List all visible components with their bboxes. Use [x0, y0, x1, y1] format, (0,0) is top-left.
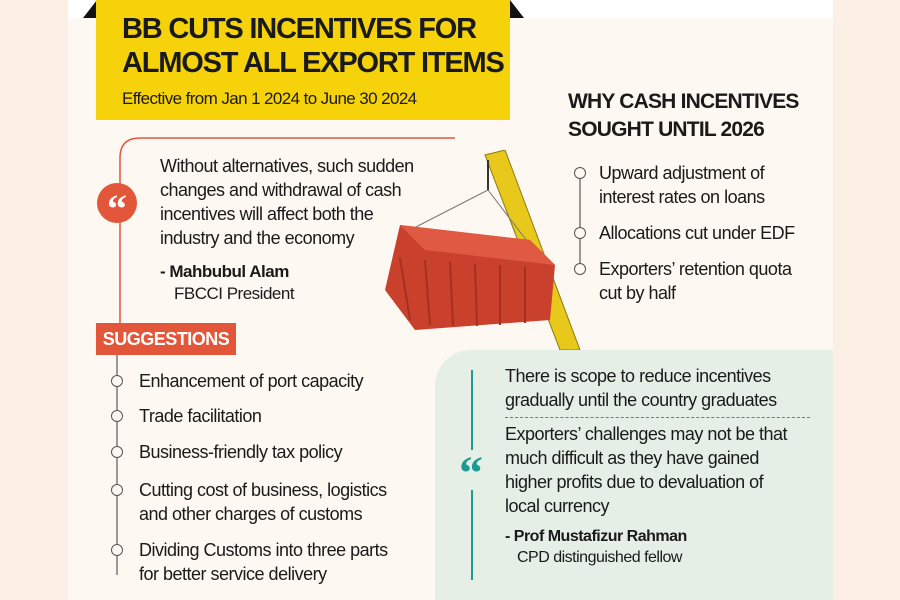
teal-line-top [471, 370, 473, 450]
quote-author-role: CPD distinguished fellow [517, 549, 682, 566]
why-line: Exporters’ retention quota [599, 259, 792, 279]
bullet [574, 167, 586, 179]
dashed-divider [505, 417, 810, 418]
ribbon-fold-right [510, 0, 524, 18]
quote-line: gradually until the country graduates [505, 390, 777, 410]
quote-line: There is scope to reduce incentives [505, 366, 771, 386]
bullet [111, 446, 123, 458]
quote-fbcci: Without alternatives, such sudden change… [160, 154, 414, 304]
why-line: Upward adjustment of [599, 163, 765, 183]
quote-cpd: There is scope to reduce incentives grad… [505, 364, 810, 569]
why-line: interest rates on loans [599, 187, 765, 207]
why-line: cut by half [599, 283, 676, 303]
why-item: Allocations cut under EDF [599, 223, 795, 243]
suggestion-line: for better service delivery [139, 564, 327, 584]
why-title: WHY CASH INCENTIVES SOUGHT UNTIL 2026 [568, 88, 799, 144]
quote-icon-teal: “ [459, 447, 483, 500]
teal-line-bottom [471, 490, 473, 580]
quote-author-role: FBCCI President [174, 284, 295, 303]
bullet [111, 484, 123, 496]
suggestion-line: Cutting cost of business, logistics [139, 480, 387, 500]
suggestion-line: and other charges of customs [139, 504, 363, 524]
quote-line: much difficult as they have gained [505, 448, 759, 468]
headline-line1: BB CUTS INCENTIVES FOR [122, 13, 477, 45]
suggestion-item: Dividing Customs into three parts for be… [139, 538, 388, 586]
quote-line: Exporters’ challenges may not be that [505, 424, 788, 444]
quote-icon: “ [97, 183, 137, 231]
why-title-line: SOUGHT UNTIL 2026 [568, 118, 765, 141]
bullet [574, 263, 586, 275]
quote-author: - Mahbubul Alam [160, 262, 289, 281]
bullet [574, 227, 586, 239]
suggestions-timeline [116, 355, 118, 575]
suggestion-item: Trade facilitation [139, 406, 262, 426]
expert-quote-panel [435, 350, 833, 600]
quote-line: Without alternatives, such sudden [160, 156, 414, 176]
shipping-container-crane-illustration [385, 150, 581, 350]
quote-line: incentives will affect both the [160, 204, 374, 224]
headline-line2: ALMOST ALL EXPORT ITEMS [122, 47, 505, 79]
quote-line: local currency [505, 496, 610, 516]
suggestion-line: Dividing Customs into three parts [139, 540, 388, 560]
subtitle: Effective from Jan 1 2024 to June 30 202… [122, 89, 417, 108]
why-item: Upward adjustment of interest rates on l… [599, 161, 765, 209]
why-item: Exporters’ retention quota cut by half [599, 257, 792, 305]
ribbon-fold-left [83, 0, 97, 18]
headline-banner: BB CUTS INCENTIVES FOR ALMOST ALL EXPORT… [96, 0, 510, 120]
quote-line: higher profits due to devaluation of [505, 472, 764, 492]
suggestion-item: Business-friendly tax policy [139, 442, 343, 462]
bullet [111, 410, 123, 422]
suggestion-item: Cutting cost of business, logistics and … [139, 478, 387, 526]
why-title-line: WHY CASH INCENTIVES [568, 90, 799, 113]
suggestion-item: Enhancement of port capacity [139, 371, 364, 391]
quote-author: - Prof Mustafizur Rahman [505, 528, 687, 545]
quote-line: industry and the economy [160, 228, 355, 248]
suggestions-label: SUGGESTIONS [96, 323, 236, 355]
why-timeline [579, 172, 581, 272]
bullet [111, 375, 123, 387]
bullet [111, 544, 123, 556]
quote-line: changes and withdrawal of cash [160, 180, 402, 200]
quote-frame-line [119, 137, 455, 330]
